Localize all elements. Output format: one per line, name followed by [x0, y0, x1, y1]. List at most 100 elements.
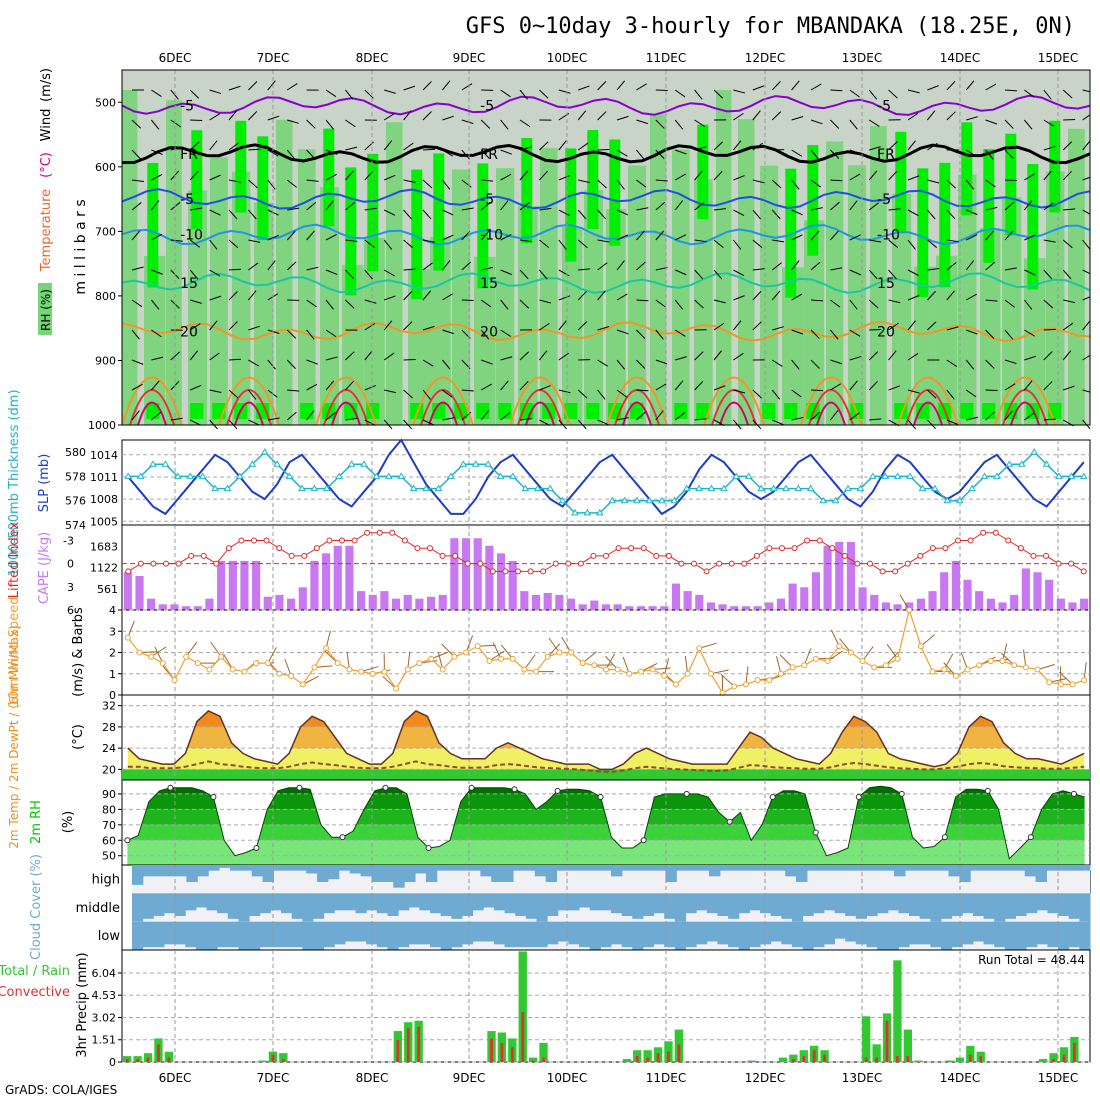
wind-barb [849, 234, 861, 241]
thickness-tick-label: 580 [65, 446, 86, 459]
thickness-point [906, 472, 914, 479]
wind-barb [189, 239, 201, 248]
cape-bar [275, 594, 284, 610]
thickness-point [322, 484, 331, 492]
rh-point [640, 837, 647, 844]
wind-barb [1024, 173, 1035, 181]
cloud-cell [334, 921, 346, 945]
thickness-point [980, 472, 989, 479]
wind-barb [442, 293, 453, 301]
cloud-cell [1047, 921, 1059, 948]
cloud-cell [919, 893, 931, 919]
thickness-point [446, 472, 455, 479]
thickness-point [868, 472, 877, 479]
wind-barb [674, 299, 684, 310]
wind-barb [403, 321, 413, 331]
cloud-cell [568, 893, 580, 911]
wind-barb [733, 320, 742, 331]
precip-total-bar [643, 1050, 652, 1062]
wind-barb [209, 239, 218, 250]
wind-speed-point [241, 668, 248, 675]
cloud-cell [142, 921, 154, 948]
cloud-cell [349, 865, 362, 874]
wind-barb [345, 89, 354, 100]
cape-bar [625, 606, 634, 610]
rh-point [1027, 834, 1034, 841]
wind-barb [228, 110, 238, 121]
cloud-cell [579, 893, 591, 908]
cape-bar [182, 606, 191, 610]
cloud-cell [436, 865, 449, 871]
precip-convective-bar [406, 1028, 410, 1062]
wind-speed-point [253, 660, 260, 667]
warm-contour [234, 401, 264, 426]
rh2m-tick-label: 90 [102, 788, 116, 801]
cloud-cell [440, 893, 452, 916]
lifted-point [389, 529, 396, 536]
cape-bar [683, 591, 692, 610]
wind-barb [849, 329, 861, 337]
cloud-cell [970, 865, 982, 871]
wind-barb [403, 142, 414, 151]
cape-bar [450, 538, 459, 610]
thickness-point [149, 460, 157, 467]
thickness-point [670, 496, 679, 504]
precip-convective-bar [968, 1054, 972, 1062]
rh-point [683, 790, 690, 797]
wind-barb [907, 389, 920, 394]
wind-speed-point [533, 668, 540, 675]
wind-barb [636, 119, 648, 125]
wind-barb [1024, 329, 1035, 337]
cloud-cell [983, 893, 995, 919]
cloud-cell [728, 921, 740, 948]
wind-barb [616, 417, 629, 421]
cloud-cell [706, 921, 718, 942]
cloud-cell [323, 921, 335, 948]
cloud-cell [621, 921, 633, 948]
wind-barb [1043, 299, 1054, 309]
rh-moist-column [606, 208, 626, 425]
wind-barb [461, 299, 474, 302]
thickness-point [384, 472, 393, 479]
rh-moist-column [584, 190, 604, 425]
wind-barb [325, 329, 337, 338]
cloud-cell [578, 865, 590, 871]
rh-surface-patch [190, 403, 204, 419]
cloud-cell [962, 893, 974, 914]
wind-barb [810, 411, 821, 421]
cape-bar [916, 598, 925, 610]
wind-barb [306, 149, 316, 160]
wind-barb [597, 148, 610, 151]
wind-barb [558, 389, 571, 394]
top-date-label: 10DEC [547, 51, 587, 65]
lifted-point [1068, 560, 1075, 567]
wind-tick-label: 0 [109, 689, 116, 702]
wind-barb [616, 234, 629, 241]
cape-bar [905, 602, 914, 610]
wind-barb [286, 359, 296, 369]
wind-barb [849, 269, 861, 276]
wind-barb [500, 299, 509, 310]
thickness-point [496, 472, 505, 479]
thickness-point [856, 484, 865, 492]
thickness-point [173, 472, 182, 479]
wind-barb [655, 230, 665, 241]
wind-barb [325, 380, 335, 391]
wind-barb [810, 119, 823, 125]
wind-barb [1024, 149, 1036, 155]
cloud-cell [717, 921, 729, 945]
cloud-cell [1079, 893, 1091, 922]
cloud-cell [866, 921, 878, 948]
precip-convective-bar [823, 1054, 826, 1062]
rh-moist-column [1046, 171, 1065, 425]
wind-barb [946, 209, 956, 220]
wind-barb [151, 149, 163, 155]
wind-barb [985, 83, 997, 91]
rh2m-tick-label: 60 [102, 834, 116, 847]
wind-barb [694, 380, 704, 391]
wind-tick-label: 4 [109, 604, 116, 617]
wind-barb [927, 419, 936, 430]
wind-barb [345, 299, 355, 309]
wind-barb [636, 329, 646, 339]
